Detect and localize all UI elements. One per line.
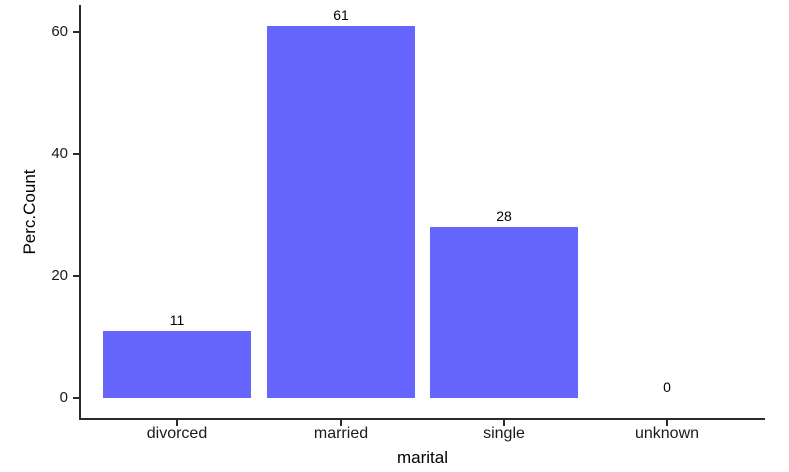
x-axis-title: marital [396, 448, 448, 467]
x-tick-mark [176, 420, 178, 426]
x-tick-mark [666, 420, 668, 426]
bar-value-label: 11 [169, 312, 185, 328]
y-axis-line [79, 5, 81, 420]
x-axis-line [79, 418, 765, 420]
y-tick-label: 40 [51, 145, 68, 162]
bar-divorced [103, 331, 251, 398]
x-tick-mark [503, 420, 505, 426]
y-tick-mark [73, 397, 79, 399]
x-tick-label-unknown: unknown [634, 425, 700, 442]
x-tick-label-married: married [313, 425, 369, 442]
y-tick-label: 20 [51, 267, 68, 284]
x-tick-mark [340, 420, 342, 426]
x-tick-label-single: single [483, 425, 525, 442]
y-tick-mark [73, 275, 79, 277]
x-tick-label-divorced: divorced [146, 425, 208, 442]
bar-single [430, 227, 578, 398]
y-tick-label: 60 [51, 23, 68, 40]
y-tick-mark [73, 153, 79, 155]
bar-value-label: 61 [333, 7, 349, 23]
bar-married [267, 26, 415, 398]
bar-value-label: 28 [496, 208, 512, 224]
bar-value-label: 0 [663, 379, 671, 395]
y-tick-label: 0 [59, 389, 68, 406]
y-tick-mark [73, 31, 79, 33]
